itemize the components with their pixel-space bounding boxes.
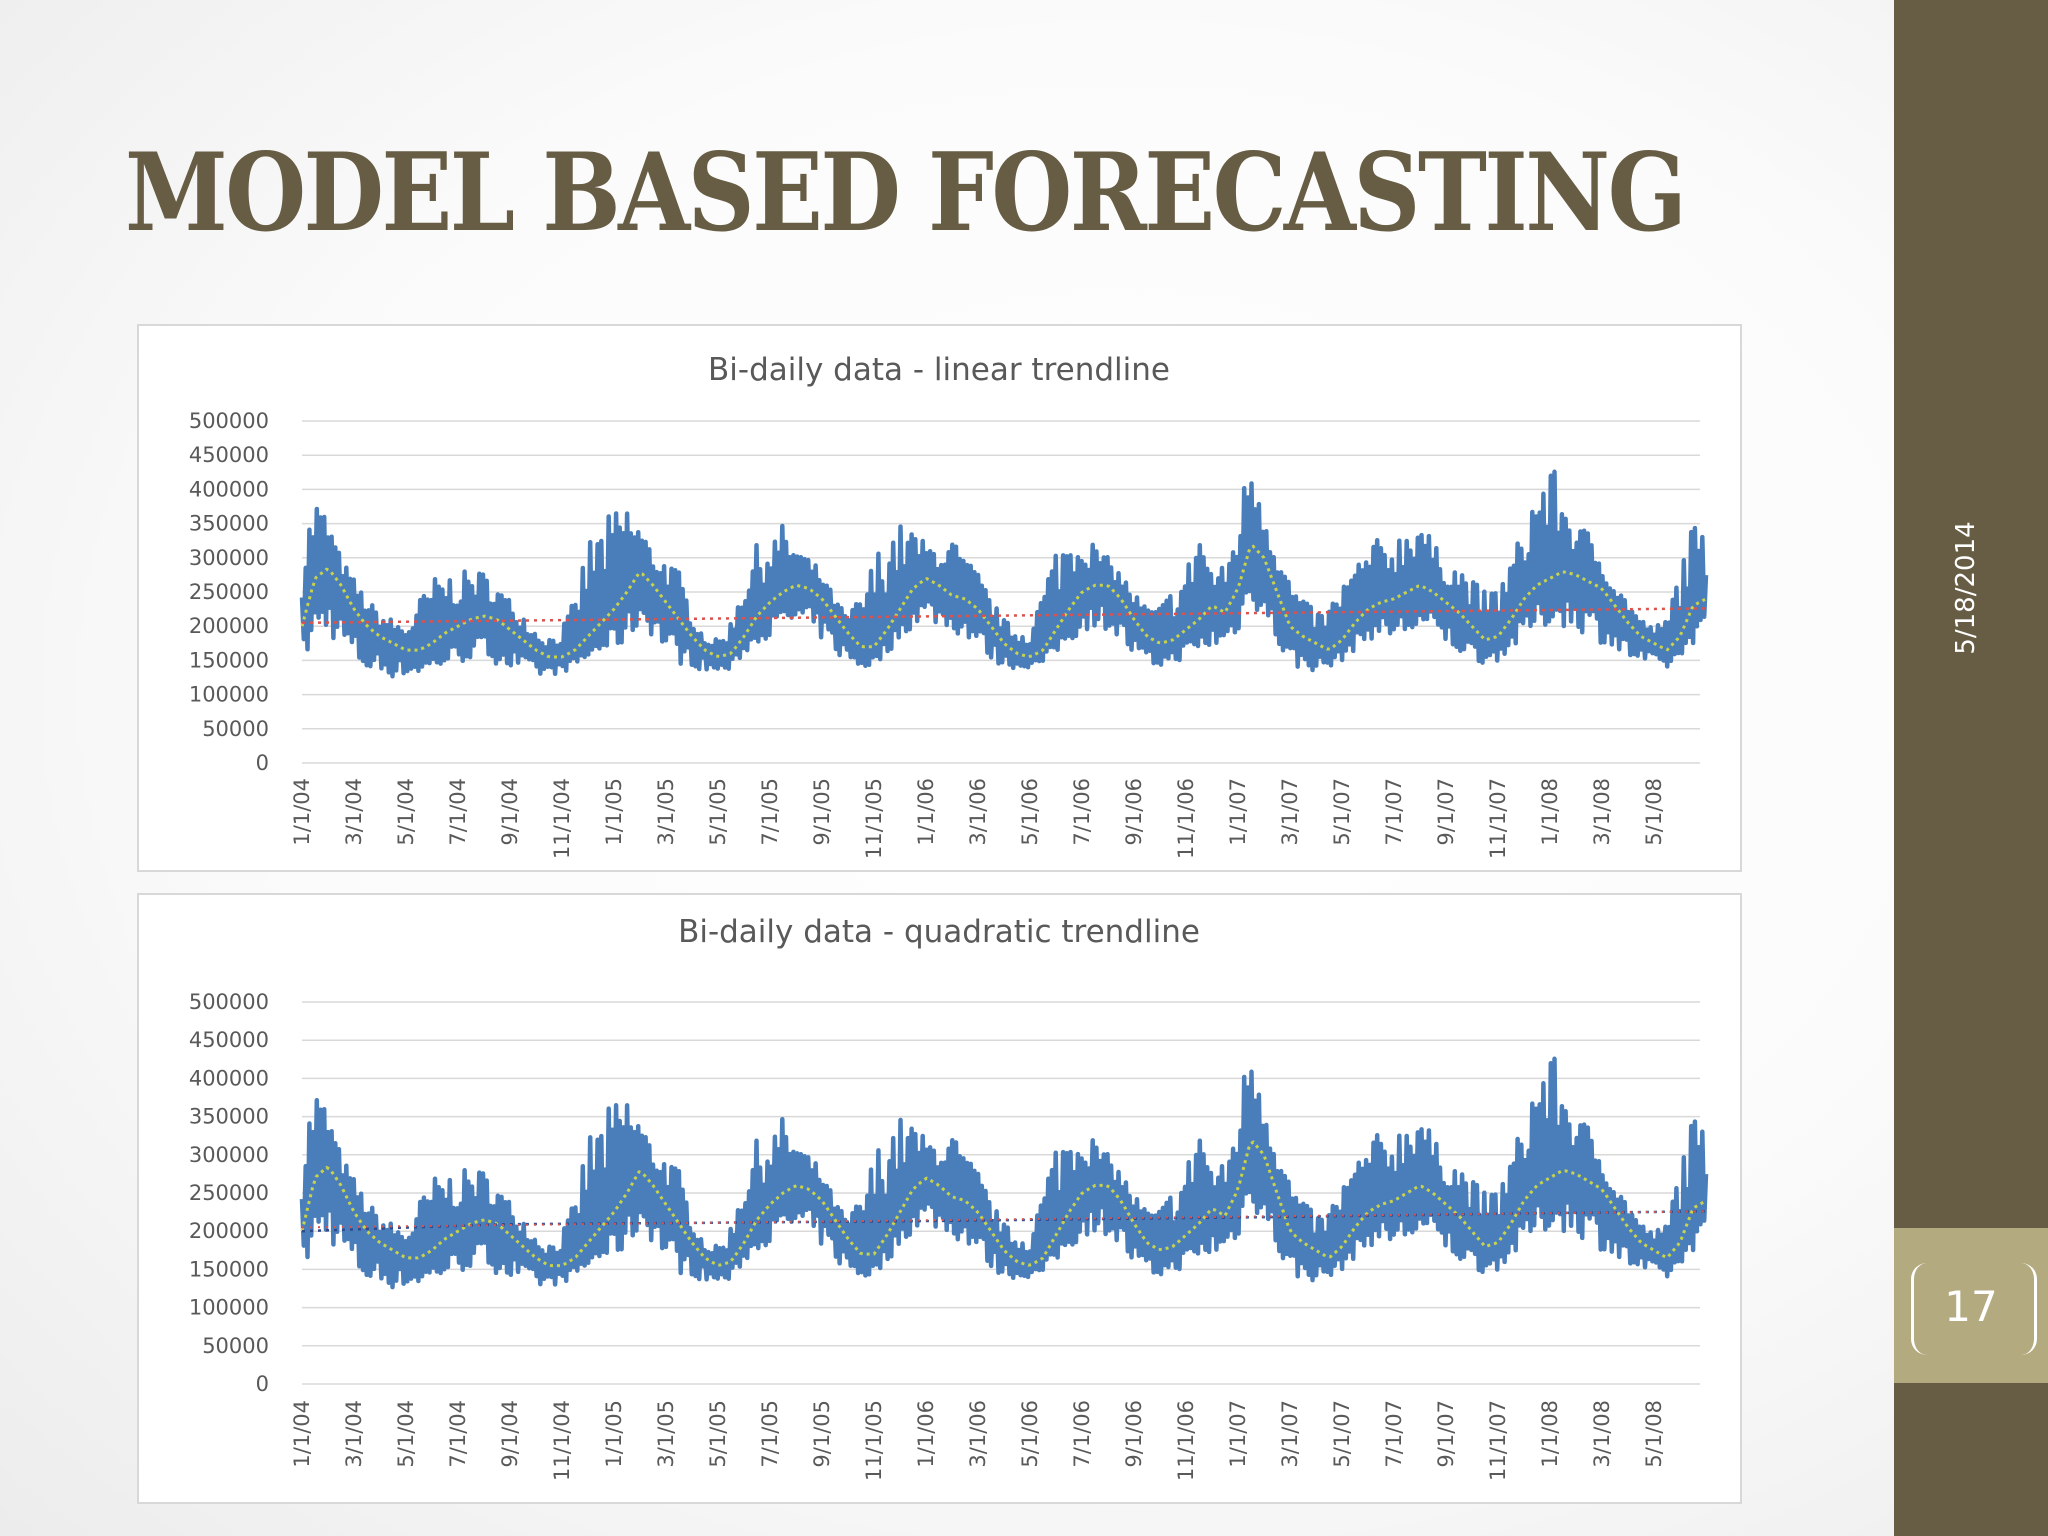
- x-tick-label: 5/1/06: [1018, 778, 1042, 846]
- x-tick-label: 3/1/06: [966, 1400, 990, 1468]
- y-tick-label: 100000: [189, 1296, 269, 1320]
- y-tick-label: 250000: [189, 1181, 269, 1205]
- x-tick-label: 3/1/05: [654, 1400, 678, 1468]
- page-number-box: [1894, 1228, 2048, 1383]
- x-tick-label: 1/1/04: [290, 1400, 314, 1468]
- y-tick-label: 500000: [189, 990, 269, 1014]
- x-tick-label: 7/1/04: [446, 778, 470, 846]
- y-tick-label: 350000: [189, 1105, 269, 1129]
- x-tick-label: 3/1/04: [342, 1400, 366, 1468]
- x-tick-label: 1/1/07: [1226, 778, 1250, 846]
- x-tick-label: 1/1/08: [1538, 778, 1562, 846]
- y-tick-label: 150000: [189, 648, 269, 672]
- x-tick-label: 7/1/07: [1382, 778, 1406, 846]
- x-tick-label: 3/1/07: [1278, 1400, 1302, 1468]
- linear-trendline: [301, 607, 1707, 625]
- x-tick-label: 9/1/05: [810, 1400, 834, 1468]
- x-tick-label: 1/1/07: [1226, 1400, 1250, 1468]
- x-tick-label: 3/1/08: [1590, 778, 1614, 846]
- x-tick-label: 5/1/06: [1018, 1400, 1042, 1468]
- y-tick-label: 50000: [202, 717, 269, 741]
- x-tick-label: 5/1/05: [706, 778, 730, 846]
- x-tick-label: 3/1/04: [342, 778, 366, 846]
- x-tick-label: 5/1/07: [1330, 1400, 1354, 1468]
- data-series-line: [299, 469, 1709, 679]
- chart-quadratic-svg: Bi-daily data - quadratic trendline 50000…: [189, 914, 1709, 1481]
- x-tick-label: 5/1/08: [1642, 1400, 1666, 1468]
- x-tick-label: 1/1/08: [1538, 1400, 1562, 1468]
- x-tick-label: 11/1/05: [862, 1400, 886, 1481]
- y-tick-label: 300000: [189, 1143, 269, 1167]
- x-tick-label: 9/1/07: [1434, 1400, 1458, 1468]
- x-tick-label: 5/1/08: [1642, 778, 1666, 846]
- x-tick-label: 9/1/06: [1122, 1400, 1146, 1468]
- y-tick-label: 200000: [189, 1219, 269, 1243]
- x-tick-label: 3/1/05: [654, 778, 678, 846]
- x-tick-label: 1/1/04: [290, 778, 314, 846]
- quadratic-trendline: [301, 1210, 1707, 1233]
- y-tick-label: 200000: [189, 614, 269, 638]
- x-tick-label: 9/1/07: [1434, 778, 1458, 846]
- y-tick-label: 350000: [189, 512, 269, 536]
- page-number: 17: [1944, 1282, 1998, 1331]
- y-tick-label: 400000: [189, 477, 269, 501]
- x-tick-label: 11/1/07: [1486, 1400, 1510, 1481]
- page-number-bracket: [1911, 1263, 2037, 1355]
- slide-title: MODEL BASED FORECASTING: [125, 130, 1687, 256]
- chart-linear-trendline: Bi-daily data - linear trendline 500000 45…: [137, 324, 1742, 872]
- moving-average-line: [300, 544, 1707, 659]
- y-tick-label: 250000: [189, 580, 269, 604]
- y-tick-label: 0: [256, 751, 269, 775]
- chart-title: Bi-daily data - linear trendline: [708, 352, 1170, 388]
- x-tick-label: 11/1/06: [1174, 1400, 1198, 1481]
- x-tick-label: 7/1/07: [1382, 1400, 1406, 1468]
- y-tick-label: 300000: [189, 546, 269, 570]
- y-tick-label: 500000: [189, 409, 269, 433]
- x-tick-label: 3/1/06: [966, 778, 990, 846]
- x-tick-label: 11/1/07: [1486, 778, 1510, 859]
- x-tick-label: 1/1/05: [602, 1400, 626, 1468]
- y-tick-label: 450000: [189, 443, 269, 467]
- y-tick-label: 50000: [202, 1334, 269, 1358]
- x-tick-label: 7/1/04: [446, 1400, 470, 1468]
- x-tick-label: 5/1/04: [394, 1400, 418, 1468]
- y-tick-label: 400000: [189, 1066, 269, 1090]
- x-tick-label: 11/1/04: [550, 1400, 574, 1481]
- x-tick-label: 9/1/04: [498, 778, 522, 846]
- y-tick-label: 100000: [189, 683, 269, 707]
- chart-title: Bi-daily data - quadratic trendline: [678, 914, 1200, 950]
- x-tick-label: 11/1/05: [862, 778, 886, 859]
- x-tick-label: 9/1/05: [810, 778, 834, 846]
- x-tick-label: 3/1/08: [1590, 1400, 1614, 1468]
- x-tick-label: 1/1/05: [602, 778, 626, 846]
- x-tick-label: 7/1/06: [1070, 778, 1094, 846]
- x-tick-label: 9/1/04: [498, 1400, 522, 1468]
- y-tick-label: 0: [256, 1372, 269, 1396]
- x-tick-label: 1/1/06: [914, 778, 938, 846]
- x-tick-label: 3/1/07: [1278, 778, 1302, 846]
- x-tick-label: 7/1/05: [758, 1400, 782, 1468]
- chart-quadratic-trendline: Bi-daily data - quadratic trendline 50000…: [137, 893, 1742, 1504]
- slide-date: 5/18/2014: [1951, 521, 1981, 655]
- x-tick-label: 7/1/06: [1070, 1400, 1094, 1468]
- y-tick-label: 150000: [189, 1257, 269, 1281]
- x-tick-label: 11/1/06: [1174, 778, 1198, 859]
- x-tick-label: 5/1/04: [394, 778, 418, 846]
- x-tick-label: 1/1/06: [914, 1400, 938, 1468]
- data-series-line: [299, 1056, 1709, 1290]
- x-tick-label: 5/1/05: [706, 1400, 730, 1468]
- y-tick-label: 450000: [189, 1028, 269, 1052]
- chart-linear-svg: Bi-daily data - linear trendline50000045…: [189, 352, 1709, 859]
- x-tick-label: 11/1/04: [550, 778, 574, 859]
- x-tick-label: 7/1/05: [758, 778, 782, 846]
- x-tick-label: 5/1/07: [1330, 778, 1354, 846]
- x-tick-label: 9/1/06: [1122, 778, 1146, 846]
